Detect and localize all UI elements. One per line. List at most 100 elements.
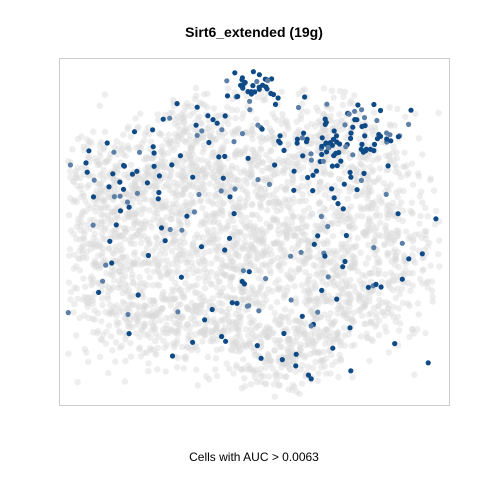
background-cell-457	[226, 178, 233, 185]
background-cell-1881	[154, 267, 162, 274]
background-cell-780	[281, 166, 288, 173]
background-cell-1955	[130, 233, 138, 240]
background-cell-1927	[100, 197, 107, 204]
high-auc-cell-101	[329, 163, 335, 169]
background-cell-2250	[108, 228, 116, 235]
background-cell-1718	[246, 246, 253, 253]
background-cell-484	[252, 188, 259, 195]
background-cell-1021	[353, 192, 361, 199]
background-cell-2828	[302, 335, 309, 342]
background-cell-3038	[327, 319, 334, 326]
background-cell-1376	[314, 269, 322, 277]
background-cell-1314	[360, 229, 367, 236]
background-cell-1274	[326, 259, 334, 267]
background-cell-1607	[253, 256, 261, 263]
background-cell-1533	[299, 230, 306, 238]
background-cell-1326	[414, 300, 422, 307]
high-auc-cell-173	[196, 191, 202, 198]
background-cell-1827	[286, 204, 293, 211]
high-auc-cell-104	[335, 201, 341, 207]
background-cell-1423	[287, 275, 295, 282]
background-cell-2330	[147, 312, 154, 319]
background-cell-2551	[262, 296, 270, 304]
background-cell-1001	[344, 195, 351, 202]
background-cell-1220	[381, 271, 389, 278]
background-cell-2957	[253, 378, 261, 386]
high-auc-cell-156	[202, 317, 208, 323]
background-cell-416	[187, 191, 194, 199]
background-cell-1066	[403, 171, 411, 179]
high-auc-cell-246	[126, 331, 132, 337]
background-cell-89	[161, 158, 169, 165]
high-auc-cell-72	[319, 135, 325, 141]
background-cell-3006	[266, 356, 273, 364]
background-cell-2905	[256, 322, 263, 329]
background-cell-1638	[233, 202, 240, 210]
background-cell-400	[179, 176, 187, 184]
background-cell-2397	[84, 303, 91, 311]
background-cell-2805	[334, 305, 341, 313]
background-cell-2612	[188, 299, 196, 307]
background-cell-413	[167, 172, 174, 179]
background-cell-2029	[197, 197, 205, 204]
background-cell-1427	[350, 258, 358, 265]
background-cell-1896	[130, 219, 138, 226]
background-cell-1871	[138, 239, 145, 246]
background-cell-1392	[285, 273, 292, 281]
background-cell-2878	[292, 329, 299, 337]
high-auc-cell-227	[254, 343, 260, 349]
background-cell-3099	[340, 268, 347, 275]
background-cell-2722	[232, 347, 240, 355]
background-cell-55	[85, 153, 93, 161]
high-auc-cell-148	[232, 70, 238, 76]
high-auc-cell-232	[174, 101, 180, 107]
background-cell-2372	[164, 297, 171, 304]
background-cell-1461	[276, 261, 284, 268]
background-cell-2882	[229, 341, 236, 349]
background-cell-1151	[289, 180, 296, 187]
background-cell-1552	[300, 256, 308, 264]
background-cell-2009	[136, 274, 143, 281]
background-cell-874	[363, 155, 370, 163]
background-cell-1817	[184, 182, 192, 189]
background-cell-985	[422, 235, 429, 243]
background-cell-1154	[415, 173, 423, 180]
background-cell-988	[317, 225, 324, 232]
high-auc-cell-110	[361, 170, 367, 176]
background-cell-2315	[169, 296, 176, 304]
background-cell-124	[94, 219, 101, 226]
background-cell-2837	[194, 347, 201, 354]
background-cell-772	[300, 146, 307, 153]
background-cell-291	[186, 155, 193, 162]
background-cell-2245	[113, 257, 120, 265]
background-cell-797	[324, 156, 332, 163]
background-cell-2529	[241, 284, 248, 292]
background-cell-2633	[193, 289, 200, 296]
high-auc-cell-50	[281, 147, 287, 153]
background-cell-2942	[262, 331, 269, 339]
background-cell-2290	[85, 299, 92, 307]
background-cell-1554	[351, 255, 359, 262]
background-cell-2666	[248, 298, 255, 305]
background-cell-941	[369, 131, 377, 138]
background-cell-2508	[103, 328, 110, 335]
background-cell-1852	[241, 262, 249, 270]
background-cell-2985	[241, 375, 248, 382]
background-cell-2316	[71, 301, 78, 308]
background-cell-1535	[277, 266, 284, 274]
background-cell-247	[101, 196, 109, 203]
background-cell-383	[176, 126, 183, 134]
background-cell-2737	[315, 332, 323, 339]
background-cell-1906	[155, 306, 162, 313]
background-cell-1331	[375, 267, 383, 274]
background-cell-2493	[186, 329, 194, 336]
background-cell-2859	[298, 282, 306, 289]
high-auc-cell-230	[125, 311, 131, 318]
background-cell-2368	[153, 309, 160, 316]
background-cell-2131	[235, 251, 242, 258]
background-cell-1847	[259, 250, 266, 257]
background-cell-1438	[327, 171, 334, 178]
background-cell-875	[280, 157, 287, 164]
background-cell-2683	[235, 307, 242, 314]
background-cell-1464	[289, 214, 296, 221]
